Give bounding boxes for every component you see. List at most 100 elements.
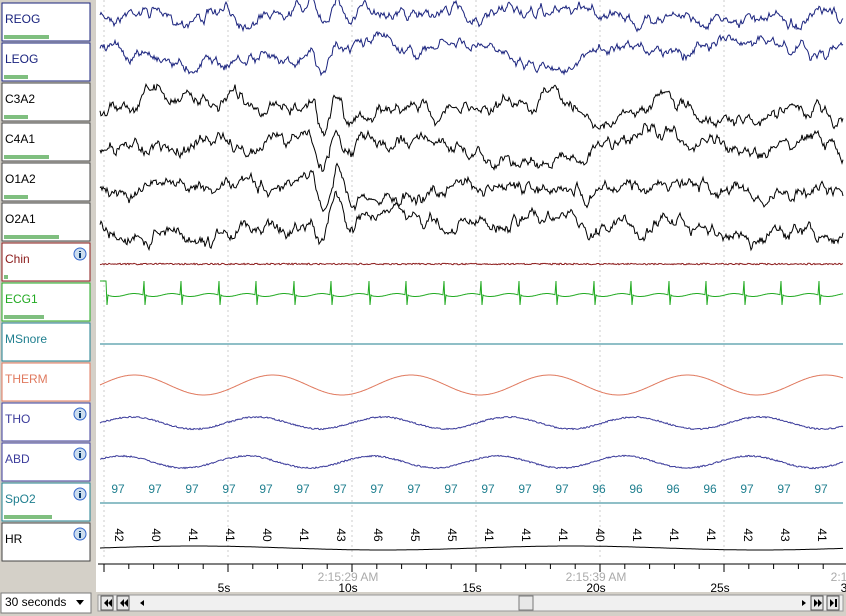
hr-trace bbox=[100, 545, 843, 551]
channel-label: THERM bbox=[5, 372, 48, 386]
spo2-value: 97 bbox=[259, 482, 273, 496]
level-bar bbox=[4, 515, 52, 519]
clock-label: 2:15:39 AM bbox=[566, 570, 627, 584]
channel-label: O2A1 bbox=[5, 212, 36, 226]
ecg-trace bbox=[100, 280, 844, 306]
scrollbar[interactable] bbox=[97, 594, 844, 612]
level-bar bbox=[4, 115, 28, 119]
channel-label: Chin bbox=[5, 252, 30, 266]
leog-trace bbox=[99, 30, 844, 77]
channel-label: HR bbox=[5, 532, 23, 546]
channel-box[interactable] bbox=[1, 202, 91, 242]
spo2-value: 97 bbox=[740, 482, 754, 496]
c3a2-trace bbox=[99, 83, 844, 137]
hr-value: 45 bbox=[445, 528, 459, 542]
channel-label: REOG bbox=[5, 12, 40, 26]
therm-trace bbox=[99, 374, 844, 396]
spo2-value: 97 bbox=[777, 482, 791, 496]
abd-trace bbox=[99, 454, 844, 470]
hr-value: 40 bbox=[149, 528, 163, 542]
clock-label: 2:15:29 AM bbox=[318, 570, 379, 584]
duration-label: 30 seconds bbox=[5, 595, 66, 609]
level-bar bbox=[4, 275, 8, 279]
spo2-value: 97 bbox=[111, 482, 125, 496]
spo2-value: 96 bbox=[629, 482, 643, 496]
seconds-label: 5s bbox=[218, 581, 231, 595]
seconds-label: 3 bbox=[841, 581, 846, 595]
duration-dropdown[interactable] bbox=[0, 592, 92, 614]
spo2-value: 97 bbox=[407, 482, 421, 496]
hr-value: 41 bbox=[519, 528, 533, 542]
seconds-label: 20s bbox=[586, 581, 605, 595]
spo2-value: 97 bbox=[222, 482, 236, 496]
seconds-label: 10s bbox=[338, 581, 357, 595]
hr-value: 46 bbox=[371, 528, 385, 542]
spo2-value: 97 bbox=[481, 482, 495, 496]
channel-box[interactable] bbox=[1, 362, 91, 402]
arrows-right bbox=[814, 599, 837, 607]
c4a1-trace bbox=[99, 122, 844, 172]
channel-box[interactable] bbox=[1, 162, 91, 202]
chin-trace bbox=[99, 262, 844, 266]
channel-label: LEOG bbox=[5, 52, 38, 66]
hr-value: 41 bbox=[630, 528, 644, 542]
seconds-label: 15s bbox=[462, 581, 481, 595]
channel-box[interactable] bbox=[1, 322, 91, 362]
hr-value: 41 bbox=[704, 528, 718, 542]
channel-box[interactable] bbox=[1, 522, 91, 562]
channel-box[interactable] bbox=[1, 242, 91, 282]
level-bar bbox=[4, 315, 44, 319]
hr-value: 40 bbox=[593, 528, 607, 542]
hr-value: 41 bbox=[186, 528, 200, 542]
o2a1-trace bbox=[99, 190, 844, 252]
hr-value: 40 bbox=[260, 528, 274, 542]
channel-box[interactable] bbox=[1, 442, 91, 482]
channel-box[interactable] bbox=[1, 82, 91, 122]
hr-value: 43 bbox=[778, 528, 792, 542]
clock-label: 2:15: bbox=[831, 570, 846, 584]
hr-value: 42 bbox=[112, 528, 126, 542]
spo2-value: 96 bbox=[703, 482, 717, 496]
spo2-value: 97 bbox=[518, 482, 532, 496]
tho-trace bbox=[99, 415, 844, 431]
spo2-value: 97 bbox=[333, 482, 347, 496]
channel-label: C3A2 bbox=[5, 92, 35, 106]
channel-box[interactable] bbox=[1, 402, 91, 442]
channel-label: O1A2 bbox=[5, 172, 36, 186]
scroll-thumb[interactable] bbox=[518, 595, 534, 611]
channel-box[interactable] bbox=[1, 122, 91, 162]
hr-value: 41 bbox=[482, 528, 496, 542]
level-bar bbox=[4, 75, 28, 79]
hr-value: 45 bbox=[408, 528, 422, 542]
channel-label: SpO2 bbox=[5, 492, 36, 506]
hr-value: 43 bbox=[334, 528, 348, 542]
spo2-value: 97 bbox=[555, 482, 569, 496]
channel-box[interactable] bbox=[1, 482, 91, 522]
spo2-value: 97 bbox=[814, 482, 828, 496]
spo2-value: 97 bbox=[444, 482, 458, 496]
channel-label: C4A1 bbox=[5, 132, 35, 146]
spo2-value: 97 bbox=[296, 482, 310, 496]
hr-value: 41 bbox=[667, 528, 681, 542]
level-bar bbox=[4, 235, 59, 239]
o1a2-trace bbox=[99, 162, 844, 213]
hr-value: 41 bbox=[223, 528, 237, 542]
reog-trace bbox=[99, 0, 844, 33]
seconds-label: 25s bbox=[710, 581, 729, 595]
level-bar bbox=[4, 35, 49, 39]
channel-box[interactable] bbox=[1, 2, 91, 42]
channel-label: MSnore bbox=[5, 332, 47, 346]
level-bar bbox=[4, 195, 28, 199]
spo2-value: 97 bbox=[148, 482, 162, 496]
dropdown-arrow bbox=[76, 600, 84, 605]
channel-box[interactable] bbox=[1, 282, 91, 322]
spo2-value: 96 bbox=[592, 482, 606, 496]
hr-value: 42 bbox=[741, 528, 755, 542]
hr-value: 41 bbox=[815, 528, 829, 542]
channel-label: ABD bbox=[5, 452, 30, 466]
spo2-value: 97 bbox=[185, 482, 199, 496]
channel-label: THO bbox=[5, 412, 30, 426]
channel-box[interactable] bbox=[1, 42, 91, 82]
hr-value: 41 bbox=[297, 528, 311, 542]
